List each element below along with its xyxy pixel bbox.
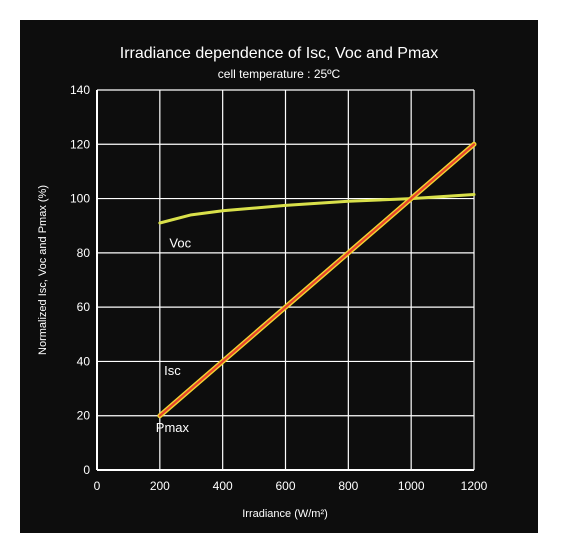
series-label-pmax: Pmax bbox=[156, 420, 190, 435]
y-tick-label: 60 bbox=[77, 300, 91, 314]
x-tick-label: 200 bbox=[150, 479, 170, 493]
x-tick-label: 600 bbox=[275, 479, 295, 493]
x-axis-label: Irradiance (W/m²) bbox=[242, 508, 328, 520]
chart-title: Irradiance dependence of Isc, Voc and Pm… bbox=[120, 45, 438, 62]
y-tick-label: 100 bbox=[70, 192, 90, 206]
irradiance-chart: Irradiance dependence of Isc, Voc and Pm… bbox=[37, 45, 488, 520]
y-tick-label: 0 bbox=[83, 463, 90, 477]
x-tick-label: 1000 bbox=[398, 479, 425, 493]
x-tick-label: 0 bbox=[94, 479, 101, 493]
grid bbox=[96, 89, 475, 471]
series-labels: Voc Isc Pmax bbox=[156, 235, 192, 435]
series-label-isc: Isc bbox=[164, 363, 181, 378]
series-line-pmax bbox=[158, 143, 476, 417]
x-tick-label: 1200 bbox=[461, 479, 488, 493]
x-tick-label: 800 bbox=[338, 479, 358, 493]
y-tick-label: 80 bbox=[77, 246, 91, 260]
series-label-voc: Voc bbox=[169, 235, 191, 250]
y-tick-label: 120 bbox=[70, 137, 90, 151]
tick-labels: 0 200 400 600 800 1000 1200 0 20 40 60 80 100 120 140 bbox=[70, 83, 488, 493]
x-tick-label: 400 bbox=[213, 479, 233, 493]
y-tick-label: 140 bbox=[70, 83, 90, 97]
series-lines bbox=[157, 141, 477, 419]
y-tick-label: 40 bbox=[77, 354, 91, 368]
y-axis-label: Normalized Isc, Voc and Pmax (%) bbox=[37, 185, 49, 355]
chart-panel: Irradiance dependence of Isc, Voc and Pm… bbox=[20, 20, 538, 533]
y-tick-label: 20 bbox=[77, 409, 91, 423]
chart-subtitle: cell temperature : 25ºC bbox=[218, 67, 341, 81]
